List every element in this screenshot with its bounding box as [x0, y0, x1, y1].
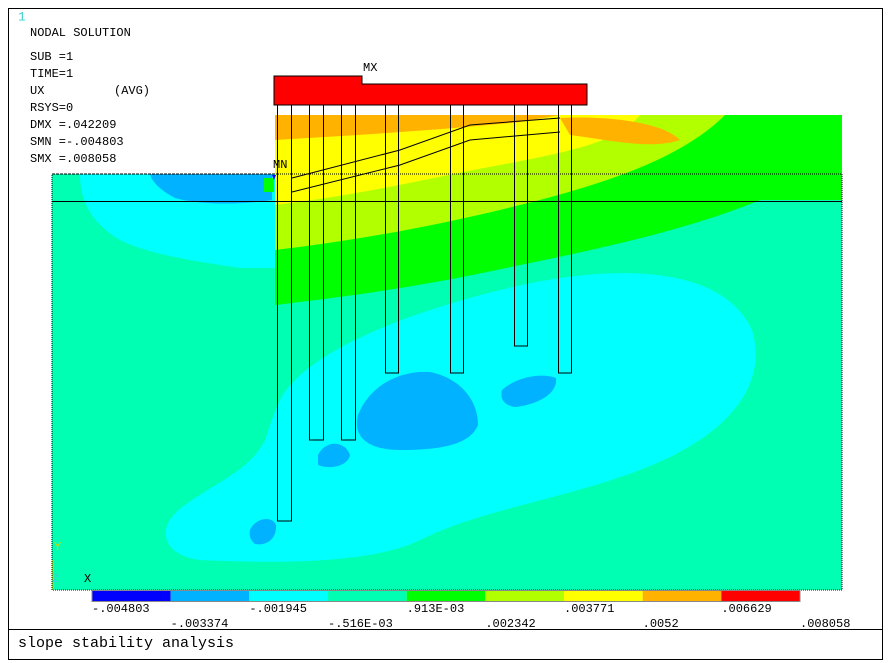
legend-swatch — [328, 591, 407, 601]
header-line: NODAL SOLUTION — [30, 26, 131, 40]
legend-label: .0052 — [643, 617, 679, 631]
header-line: TIME=1 — [30, 67, 73, 81]
window-number: 1 — [18, 9, 26, 24]
legend-swatch — [485, 591, 564, 601]
legend-label: .002342 — [485, 617, 535, 631]
contour-region — [356, 371, 478, 450]
legend-label: -.003374 — [171, 617, 229, 631]
contour-region — [150, 174, 272, 204]
legend-border — [91, 590, 801, 602]
legend-label: -.516E-03 — [328, 617, 393, 631]
contour-region — [501, 375, 557, 407]
legend-swatch — [406, 591, 486, 601]
legend-label: -.004803 — [92, 602, 150, 616]
contour-region — [275, 115, 640, 205]
triad-z: Z — [52, 572, 59, 586]
legend-swatch — [249, 591, 328, 601]
legend-swatch — [92, 591, 171, 601]
legend-swatch — [564, 591, 643, 601]
legend-label: .006629 — [721, 602, 771, 616]
contour-region — [249, 518, 277, 545]
legend-swatch — [721, 591, 800, 601]
header-avg: (AVG) — [114, 84, 150, 98]
blank — [52, 115, 275, 174]
triad-x: X — [84, 572, 91, 586]
contour-region — [560, 117, 680, 145]
header-line: DMX =.042209 — [30, 118, 116, 132]
header-line: SUB =1 — [30, 50, 73, 64]
header-line: SMN =-.004803 — [30, 135, 124, 149]
triad-y: Y — [54, 540, 61, 554]
min-label: MN — [273, 158, 287, 172]
max-label: MX — [363, 61, 377, 75]
footer-title: slope stability analysis — [18, 635, 234, 652]
legend: -.004803 -.003374 -.001945 -.516E-03 .913E-0… — [91, 590, 850, 631]
legend-label: .003771 — [564, 602, 614, 616]
header-line: SMX =.008058 — [30, 152, 116, 166]
header: NODAL SOLUTION SUB =1 TIME=1 UX RSYS=0 DMX =.… — [30, 26, 131, 166]
pile-cap — [273, 75, 588, 106]
legend-swatch — [170, 591, 250, 601]
min-marker — [272, 175, 276, 180]
contour-region — [264, 178, 274, 192]
contour-region — [275, 115, 560, 140]
contour-region — [318, 443, 350, 468]
header-line: UX — [30, 84, 44, 98]
legend-swatch — [642, 591, 722, 601]
legend-label: -.001945 — [249, 602, 307, 616]
contour-plot — [51, 75, 843, 591]
legend-label: .008058 — [800, 617, 850, 631]
legend-label: .913E-03 — [407, 602, 465, 616]
header-line: RSYS=0 — [30, 101, 73, 115]
